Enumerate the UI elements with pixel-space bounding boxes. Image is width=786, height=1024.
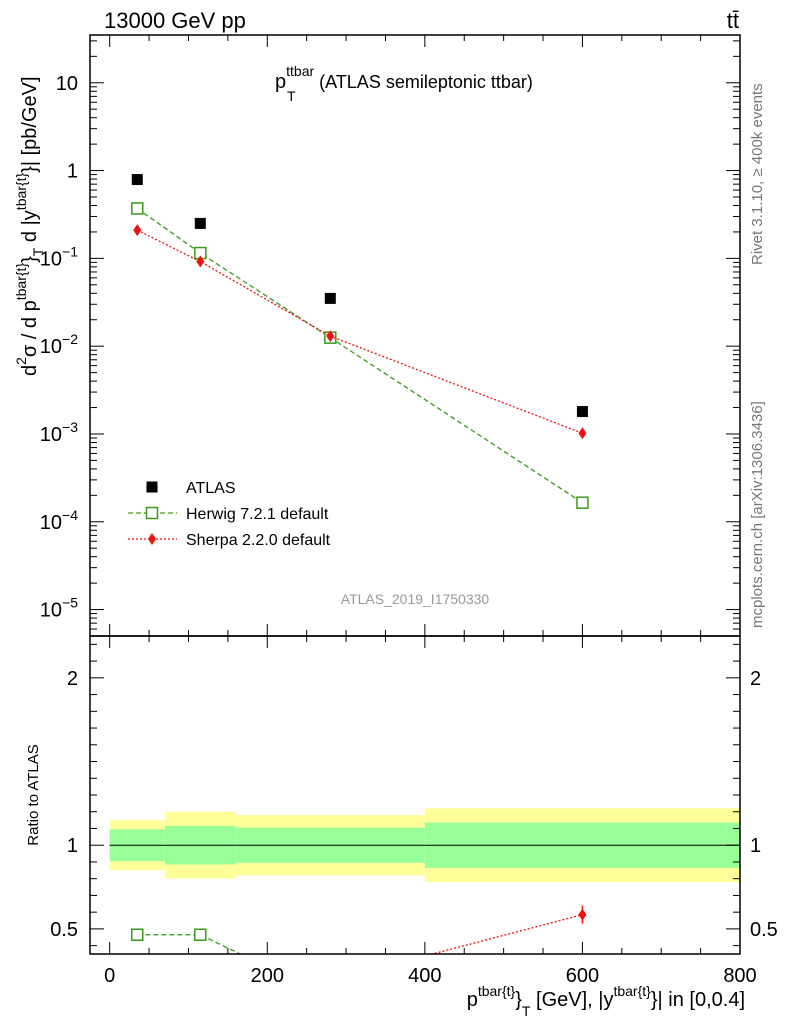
legend-herwig-7-2-1-default-marker [145, 506, 159, 520]
x-tick-label: 800 [723, 965, 756, 987]
legend-atlas-label: ATLAS [186, 480, 236, 497]
ratio-y-tick-label-left: 1 [67, 835, 78, 857]
legend-sherpa-2-2-0-default-label: Sherpa 2.2.0 default [186, 532, 331, 549]
mcplots-label: mcplots.cern.ch [arXiv:1306.3436] [749, 401, 766, 628]
herwig-7-2-1-default-point [131, 202, 144, 215]
main-y-tick-label: 10−4 [40, 507, 78, 534]
main-y-tick-label: 10−2 [40, 331, 78, 358]
x-tick-label: 600 [566, 965, 599, 987]
ratio-y-tick-label-left: 2 [67, 668, 78, 690]
main-y-axis-label: d2σ / d ptbar{t}}T d |ytbar{t}}| [pb/GeV… [13, 76, 46, 376]
herwig-7-2-1-default-line [136, 207, 583, 504]
main-data-marks [131, 174, 589, 509]
legend: ATLAS Herwig 7.2.1 default Sherpa 2.2.0 de… [128, 480, 331, 549]
main-y-tick-label: 10−3 [40, 419, 78, 446]
ratio-sherpa-2-2-0-default-line [429, 914, 583, 954]
sherpa-2-2-0-default-point [578, 427, 587, 440]
sherpa-2-2-0-default-point [133, 224, 142, 237]
process-label: tt̄ [727, 8, 739, 33]
collision-label: 13000 GeV pp [104, 8, 246, 33]
x-axis-label: ptbar{t}}T [GeV], |ytbar{t}}| in [0,0.4] [467, 983, 745, 1019]
x-tick-label: 400 [408, 965, 441, 987]
sherpa-2-2-0-default-line [136, 229, 583, 434]
ratio-herwig-7-2-1-default-point [131, 928, 144, 942]
sherpa-2-2-0-default-point [196, 255, 205, 268]
atlas-point [576, 406, 588, 418]
ratio-axes: 0 200 400 600 800 0.5 0.5 1 1 2 2 [50, 636, 778, 987]
rivet-version-label: Rivet 3.1.10, ≥ 400k events [749, 83, 766, 265]
legend-herwig-7-2-1-default-label: Herwig 7.2.1 default [186, 506, 329, 523]
ratio-plot-frame [89, 635, 741, 955]
main-y-tick-label: 1 [67, 161, 78, 183]
atlas-point [131, 174, 143, 186]
ratio-herwig-7-2-1-default-point [194, 928, 207, 942]
ratio-uncertainty-bands [109, 808, 740, 883]
x-tick-label: 0 [104, 965, 115, 987]
main-y-tick-label: 10−5 [40, 595, 78, 622]
atlas-point [324, 292, 336, 304]
ratio-y-tick-label-right: 1 [750, 835, 761, 857]
main-axes: 10 1 10−1 10−2 10−3 10−4 10−5 [40, 35, 741, 636]
main-y-tick-label: 10 [56, 73, 78, 95]
legend-sherpa-2-2-0-default-marker [148, 533, 156, 545]
analysis-id: ATLAS_2019_I1750330 [341, 591, 490, 607]
ratio-herwig-7-2-1-default-line [137, 934, 242, 954]
ratio-y-tick-label-right: 2 [750, 668, 761, 690]
ratio-sherpa-2-2-0-default-point [578, 908, 587, 921]
sherpa-2-2-0-default-point [326, 330, 335, 343]
ratio-y-tick-label-right: 0.5 [750, 919, 778, 941]
main-y-tick-label: 10−1 [40, 243, 78, 270]
atlas-point [194, 217, 206, 229]
ratio-y-tick-label-left: 0.5 [50, 919, 78, 941]
main-plot-title: pttbar (ATLAS semileptonic ttbar) [275, 63, 533, 93]
herwig-7-2-1-default-point [576, 496, 589, 509]
ratio-y-axis-label: Ratio to ATLAS [25, 744, 42, 845]
main-plot-title-subscript: T [287, 88, 296, 104]
ratio-data-marks [131, 905, 587, 954]
x-tick-label: 200 [251, 965, 284, 987]
legend-atlas-marker [146, 481, 158, 493]
